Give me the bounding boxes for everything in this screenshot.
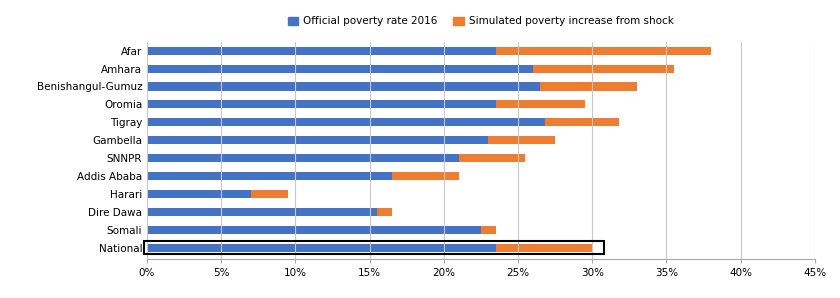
Bar <box>540 83 637 91</box>
Bar <box>147 154 459 162</box>
Bar <box>496 47 711 55</box>
Bar <box>144 241 604 254</box>
Bar <box>481 226 496 234</box>
Bar <box>147 136 488 144</box>
Bar <box>147 47 496 55</box>
Legend: Official poverty rate 2016, Simulated poverty increase from shock: Official poverty rate 2016, Simulated po… <box>284 12 678 30</box>
Bar <box>377 208 392 216</box>
Bar <box>496 243 592 252</box>
Bar <box>147 226 481 234</box>
Bar <box>147 243 496 252</box>
Bar <box>147 83 540 91</box>
Bar <box>544 118 619 126</box>
Bar <box>147 208 377 216</box>
Bar <box>533 65 674 73</box>
Bar <box>459 154 526 162</box>
Bar <box>496 100 585 108</box>
Bar <box>251 190 288 198</box>
Bar <box>392 172 459 180</box>
Bar <box>147 65 533 73</box>
Bar <box>147 190 251 198</box>
Bar <box>147 172 392 180</box>
Bar <box>147 100 496 108</box>
Bar <box>488 136 555 144</box>
Bar <box>147 118 544 126</box>
